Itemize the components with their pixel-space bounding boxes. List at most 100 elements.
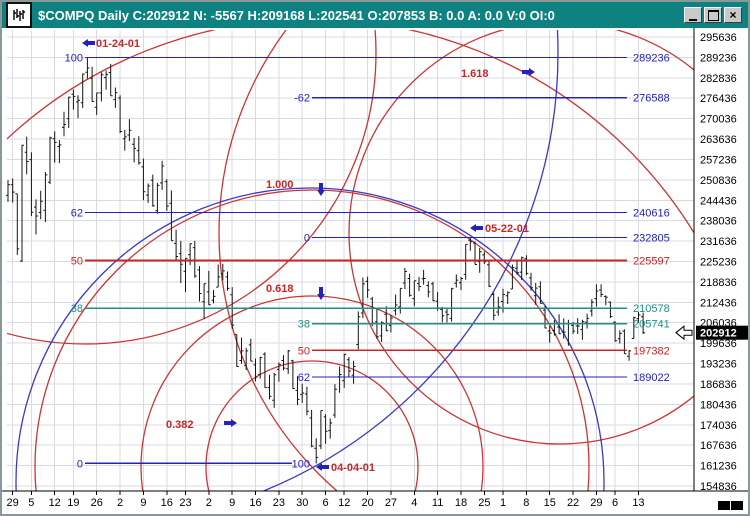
y-axis-tick-label: 180436 — [700, 399, 737, 411]
x-axis-tick-label: 23 — [273, 497, 285, 509]
y-axis-tick-label: 154836 — [700, 481, 737, 493]
x-axis-tick-label: 23 — [179, 497, 191, 509]
x-axis-tick-label: 6 — [612, 497, 618, 509]
x-axis-tick-label: 29 — [590, 497, 602, 509]
nav-square-left-button[interactable] — [718, 501, 730, 510]
minimize-button[interactable] — [684, 7, 702, 23]
y-axis-tick-label: 167636 — [700, 440, 737, 452]
annotation-arrow-left-icon — [470, 224, 483, 232]
annotation-arrow-left-icon — [82, 39, 95, 47]
fib-price-label: 240616 — [633, 207, 670, 219]
y-axis-tick-label: 174036 — [700, 420, 737, 432]
annotation-arrow-down-icon — [317, 287, 325, 300]
fib-price-label: 197382 — [633, 345, 670, 357]
x-axis-tick-label: 30 — [296, 497, 308, 509]
y-axis-tick-label: 218836 — [700, 277, 737, 289]
y-axis-tick-label: 244436 — [700, 195, 737, 207]
fib-level-label: -62 — [294, 93, 310, 105]
x-axis-tick-label: 25 — [478, 497, 490, 509]
minimize-icon — [689, 18, 697, 21]
x-axis-tick-label: 12 — [49, 497, 61, 509]
x-axis-tick-label: 26 — [91, 497, 103, 509]
fib-arc-red — [140, 295, 484, 491]
x-axis-tick-label: 1 — [500, 497, 506, 509]
x-axis-tick-label: 18 — [455, 497, 467, 509]
x-axis-tick-label: 16 — [161, 497, 173, 509]
annotation-label: 04-04-01 — [331, 462, 375, 474]
window-controls: × — [684, 7, 742, 23]
x-axis-tick-label: 16 — [249, 497, 261, 509]
y-axis-tick-label: 263636 — [700, 134, 737, 146]
y-axis-tick-label: 295636 — [700, 32, 737, 44]
x-axis-tick-label: 2 — [206, 497, 212, 509]
y-axis-tick-label: 257236 — [700, 154, 737, 166]
y-axis-tick-label: 289236 — [700, 52, 737, 64]
x-axis-tick-label: 9 — [140, 497, 146, 509]
y-axis-tick-label: 193236 — [700, 359, 737, 371]
y-axis-tick-label: 270036 — [700, 114, 737, 126]
fib-level-label: 38 — [298, 319, 310, 331]
annotation-arrow-right-icon — [224, 419, 237, 427]
fib-arc-red — [7, 30, 377, 345]
fib-level-label: 0 — [304, 232, 310, 244]
y-axis-tick-label: 276436 — [700, 93, 737, 105]
fib-level-label: 100 — [292, 458, 310, 470]
annotation-label: 1.618 — [461, 68, 489, 80]
x-axis-tick-label: 9 — [229, 497, 235, 509]
annotation-arrow-down-icon — [317, 183, 325, 196]
y-axis-tick-label: 199636 — [700, 338, 737, 350]
current-price-label: 202912 — [700, 328, 737, 340]
fibonacci-levels: 100 289236 62 240616 50 225597 38 210578 0 -62 276… — [65, 52, 670, 470]
y-axis-tick-label: 212436 — [700, 297, 737, 309]
fib-price-label: 276588 — [633, 93, 670, 105]
x-axis-tick-label: 27 — [385, 497, 397, 509]
annotation-label: 0.618 — [266, 283, 294, 295]
annotation-arrow-right-icon — [522, 68, 535, 76]
x-axis-tick-label: 12 — [338, 497, 350, 509]
fib-price-label: 225597 — [633, 255, 670, 267]
x-axis-tick-label: 20 — [361, 497, 373, 509]
fib-arc-red — [205, 360, 419, 491]
fib-arc-red — [348, 30, 694, 445]
close-button[interactable]: × — [724, 7, 742, 23]
x-axis-tick-label: 19 — [67, 497, 79, 509]
maximize-icon — [707, 9, 719, 21]
fib-arc-red — [218, 30, 339, 491]
y-axis-tick-label: 225236 — [700, 257, 737, 269]
y-axis-tick-label: 186836 — [700, 379, 737, 391]
maximize-button[interactable] — [704, 7, 722, 23]
x-axis-tick-label: 11 — [432, 497, 443, 509]
y-axis-tick-label: 161236 — [700, 461, 737, 473]
y-axis-tick-label: 231636 — [700, 236, 737, 248]
fib-level-label: 0 — [77, 458, 83, 470]
fib-price-label: 205741 — [633, 319, 670, 331]
fib-level-label: 50 — [71, 255, 83, 267]
x-axis-tick-label: 4 — [411, 497, 417, 509]
x-axis-tick-label: 6 — [322, 497, 328, 509]
fib-level-label: 62 — [71, 207, 83, 219]
fib-arc-red — [34, 189, 590, 491]
ohlc-bars — [6, 57, 646, 464]
y-axis-tick-label: 238036 — [700, 216, 737, 228]
title-bar[interactable]: $COMPQ Daily C:202912 N: -5567 H:209168 … — [2, 2, 748, 28]
fib-level-label: 38 — [71, 303, 83, 315]
fib-price-label: 232805 — [633, 232, 670, 244]
x-axis-tick-label: 29 — [7, 497, 19, 509]
x-axis-tick-label: 8 — [523, 497, 529, 509]
price-pointer-icon — [675, 325, 693, 341]
fib-arc-blue — [261, 30, 559, 491]
annotation-label: 05-22-01 — [485, 223, 529, 235]
annotations: 01-24-01 05-22-01 04-04-01 1.618 1.000 0.618 0… — [82, 38, 535, 474]
current-price-marker: 202912 — [675, 325, 748, 341]
annotation-label: 01-24-01 — [96, 38, 140, 50]
x-axis-tick-label: 5 — [28, 497, 34, 509]
x-axis-tick-label: 22 — [567, 497, 579, 509]
current-price-box — [696, 325, 748, 340]
y-axis-tick-label: 250836 — [700, 175, 737, 187]
nav-square-right-button[interactable] — [731, 501, 743, 510]
x-axis-tick-label: 2 — [117, 497, 123, 509]
annotation-label: 0.382 — [166, 419, 194, 431]
